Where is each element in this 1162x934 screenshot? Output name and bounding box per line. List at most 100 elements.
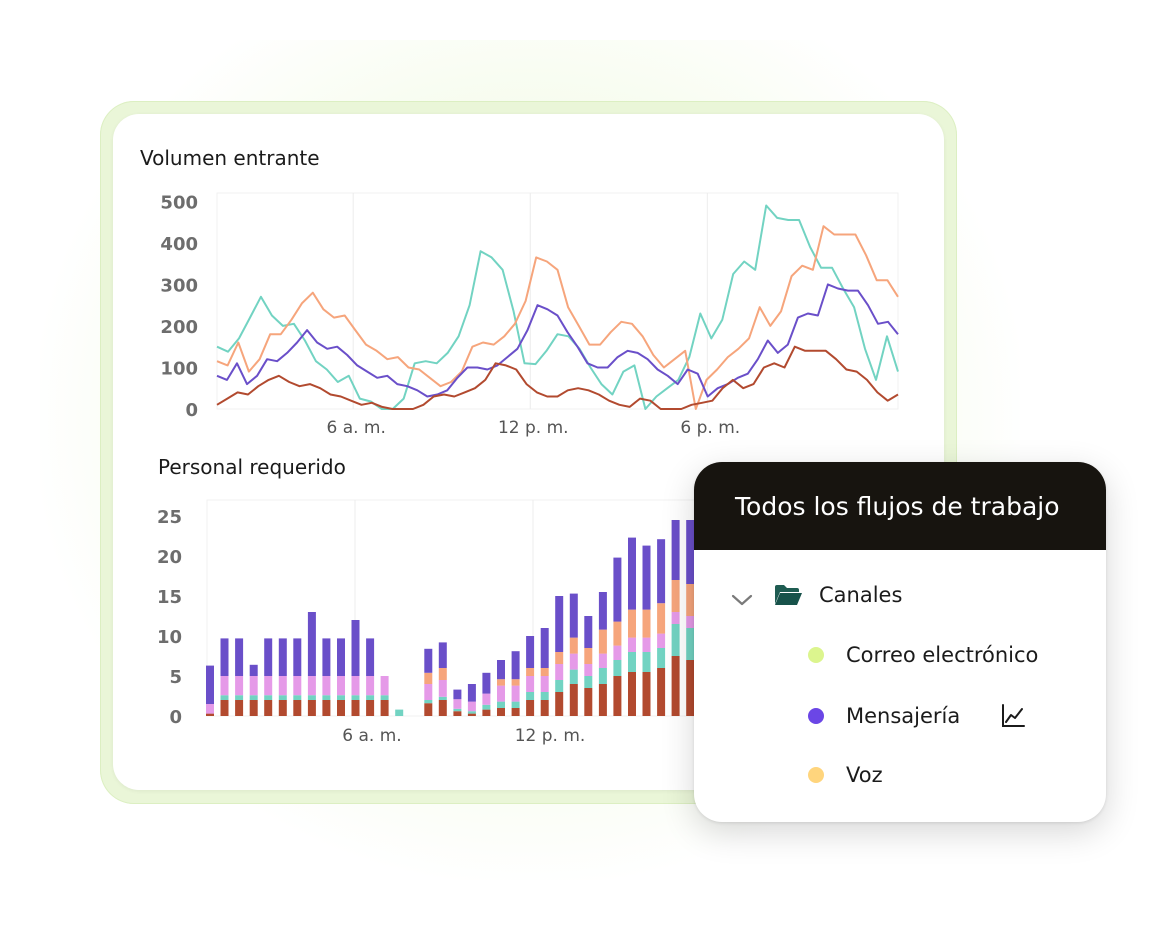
bar-segment [613,676,622,716]
bar-segment [278,676,287,696]
bar-segment [671,624,680,656]
bar-segment [555,680,564,692]
y-tick-label: 400 [160,234,198,255]
bar-segment [467,713,476,716]
bar-segment [438,680,447,697]
bar-segment [497,679,505,686]
channel-item-messaging[interactable]: Mensajería [808,703,1026,729]
bar-segment [438,642,447,668]
bar-segment [671,520,680,580]
bar-segment [569,593,578,638]
bar-segment [511,701,520,708]
bar-segment [598,592,607,630]
bar-segment [337,700,345,716]
bar-segment [613,621,622,646]
bar-segment [220,695,229,700]
bar-segment [249,664,258,676]
bar-segment [249,676,258,696]
bar-segment [657,648,666,668]
bar-segment [657,539,666,604]
bar-segment [249,695,258,700]
bar-segment [380,695,389,700]
channel-item-voice[interactable]: Voz [808,763,883,787]
bar-segment [642,637,651,652]
bar-segment [613,645,622,660]
bar-segment [366,695,375,700]
bar-segment [511,651,520,680]
bar-segment [526,636,535,668]
bar-segment [497,685,505,702]
channel-label-messaging: Mensajería [846,704,961,728]
bar-segment [293,638,302,676]
voice-dot-icon [808,767,824,783]
x-tick-label: 6 a. m. [326,418,385,438]
email-dot-icon [808,647,824,663]
bar-segment [453,708,462,712]
bar-segment [482,693,491,705]
bar-segment [366,700,375,716]
x-tick-label: 12 p. m. [498,418,569,438]
bar-segment [322,700,331,716]
y-tick-label: 300 [160,275,198,296]
bar-segment [628,652,636,672]
bar-segment [424,703,433,716]
bar-segment [235,700,244,716]
bar-segment [380,700,389,716]
bar-segment [497,660,505,680]
incoming-volume-chart: 0 100 200 300 400 500 6 a. m. 12 p. m. 6 p. m. [160,192,899,438]
channel-label-email: Correo electrónico [846,643,1039,667]
bar-segment [526,692,535,700]
bar-segment [206,704,214,714]
bar-segment [540,700,549,716]
channel-label-voice: Voz [846,763,883,787]
y-tick-label: 10 [157,627,182,648]
bar-segment [337,695,345,700]
trend-chart-icon[interactable] [1000,703,1026,729]
bar-segment [555,596,564,652]
bar-segment [584,648,593,664]
bar-segment [686,520,695,584]
bar-segment [380,676,389,696]
bar-segment [482,704,491,710]
bar-segment [584,676,593,688]
bar-segment [424,700,433,704]
bar-segment [511,679,520,686]
y-tick-label: 5 [169,667,182,688]
bar-segment [220,700,229,716]
bar-segment [307,700,316,716]
bar-segment [220,638,229,676]
bar-segment [307,695,316,700]
bar-segment [351,700,360,716]
bar-segment [482,709,491,716]
bar-segment [540,628,549,668]
channels-label: Canales [819,583,903,607]
bar-segment [628,609,636,638]
bar-segment [438,668,447,680]
bar-segment [264,695,273,700]
bar-segment [598,684,607,716]
bar-segment [278,695,287,700]
bar-segment [526,700,535,716]
chevron-down-icon[interactable] [731,588,753,606]
bar-segment [235,638,244,676]
bar-segment [613,557,622,622]
bar-segment [453,711,462,716]
series-line [216,345,899,410]
bar-segment [206,713,214,716]
bar-segment [598,653,607,668]
y-tick-label: 100 [160,358,198,379]
y-tick-label: 15 [157,587,182,608]
channels-group[interactable]: Canales [731,583,902,607]
y-tick-label: 200 [160,317,198,338]
bar-segment [497,708,505,716]
channel-item-email[interactable]: Correo electrónico [808,643,1038,667]
bar-segment [497,701,505,708]
messaging-dot-icon [808,708,824,724]
bar-segment [671,612,680,624]
workflows-panel: Todos los flujos de trabajo Canales Corr… [694,462,1106,822]
bar-segment [526,676,535,692]
required-staff-title: Personal requerido [158,455,346,479]
bar-segment [351,695,360,700]
bar-segment [293,700,302,716]
bar-segment [628,537,636,610]
